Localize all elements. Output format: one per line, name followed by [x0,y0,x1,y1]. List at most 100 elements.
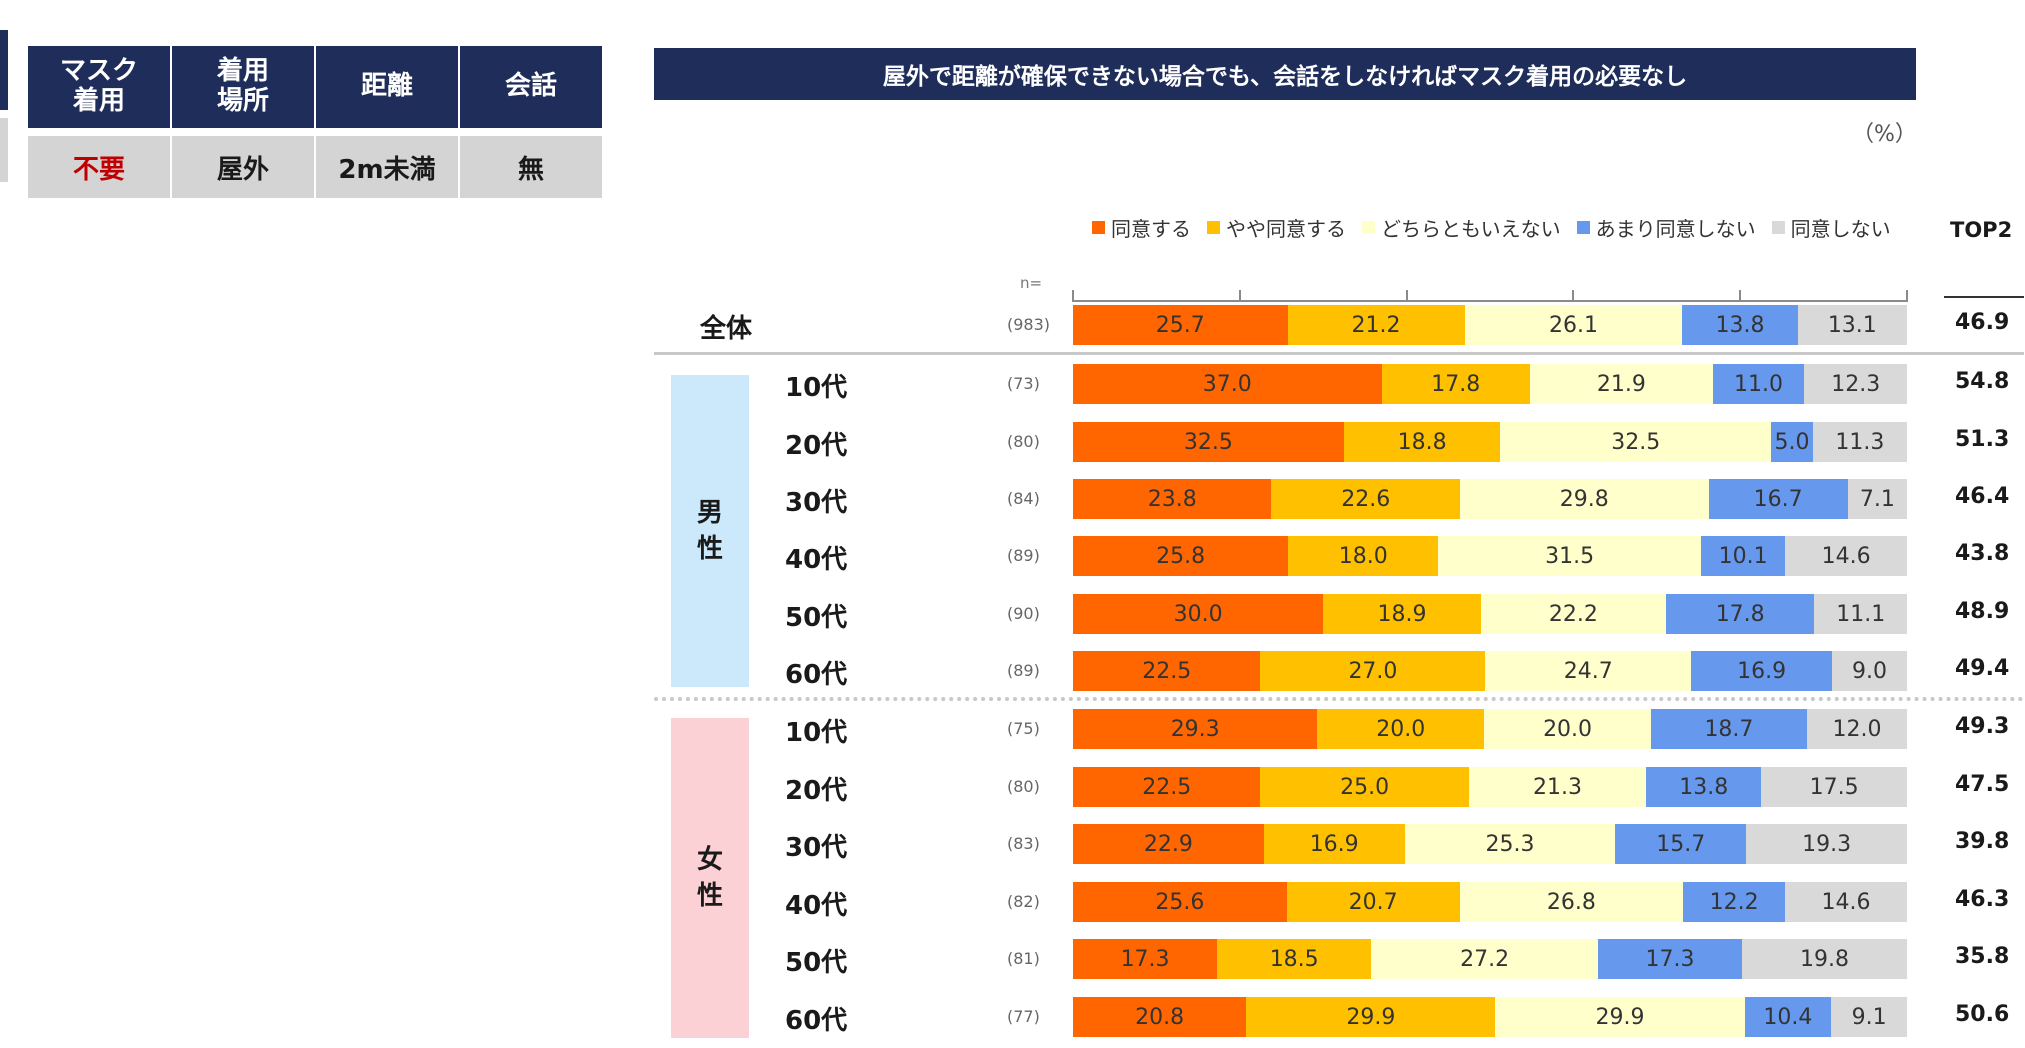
row-n-10: (82) [1007,892,1040,911]
row-top2-11: 35.8 [1955,944,2010,969]
legend-item-4: 同意しない [1771,213,1891,242]
row-label-1: 10代 [785,373,848,403]
bar-segment-6-4: 9.0 [1832,651,1907,691]
bar-segment-2-1: 18.8 [1343,422,1501,462]
bar-segment-4-3: 10.1 [1701,536,1786,576]
bar-segment-11-4: 19.8 [1742,939,1907,979]
bar-segment-4-0: 25.8 [1073,536,1289,576]
bar-segment-2-3: 5.0 [1771,422,1813,462]
legend-label-4: 同意しない [1790,216,1891,241]
row-label-0: 全体 [700,314,753,344]
bar-segment-1-0: 37.0 [1073,364,1382,404]
bar-segment-2-4: 11.3 [1812,422,1907,462]
row-label-11: 50代 [785,948,848,978]
row-n-6: (89) [1007,661,1040,680]
row-n-8: (80) [1007,777,1040,796]
row-top2-6: 49.4 [1955,656,2010,681]
x-axis-line [1073,300,1907,302]
x-tick-3 [1572,290,1575,302]
row-top2-4: 43.8 [1955,541,2010,566]
group-band-female: 女 性 [671,718,749,1038]
x-tick-5 [1906,290,1908,302]
bar-segment-5-2: 22.2 [1480,594,1666,634]
bar-segment-6-3: 16.9 [1691,651,1832,691]
row-n-12: (77) [1007,1007,1040,1026]
cond-value-talk: 無 [460,136,602,198]
bar-segment-12-1: 29.9 [1246,997,1496,1037]
legend-swatch-1 [1207,220,1220,234]
top2-underline [1944,296,2024,298]
bar-segment-8-3: 13.8 [1646,767,1762,807]
legend-item-0: 同意する [1092,213,1191,242]
bar-segment-7-3: 18.7 [1650,709,1807,749]
legend-label-0: 同意する [1111,216,1191,241]
bar-segment-12-2: 29.9 [1495,997,1745,1037]
row-n-1: (73) [1007,374,1040,393]
legend-swatch-3 [1576,220,1590,234]
bar-segment-3-3: 16.7 [1708,479,1848,519]
bar-segment-12-0: 20.8 [1073,997,1247,1037]
unit-label: （%） [1852,122,1917,147]
x-tick-0 [1072,290,1074,302]
row-label-8: 20代 [785,776,848,806]
row-top2-0: 46.9 [1955,310,2010,335]
bar-segment-4-4: 14.6 [1785,536,1907,576]
bar-segment-8-1: 25.0 [1260,767,1469,807]
row-n-2: (80) [1007,432,1040,451]
bar-segment-7-0: 29.3 [1073,709,1318,749]
row-n-5: (90) [1007,604,1040,623]
bar-segment-0-1: 21.2 [1287,305,1465,345]
bar-segment-7-4: 12.0 [1806,709,1907,749]
row-n-7: (75) [1007,719,1040,738]
total-separator [654,352,2024,355]
bar-segment-3-4: 7.1 [1847,479,1907,519]
group-band-male: 男 性 [671,375,749,687]
bar-segment-8-0: 22.5 [1073,767,1261,807]
legend-item-2: どちらともいえない [1362,213,1561,242]
row-top2-2: 51.3 [1955,427,2010,452]
bar-segment-2-0: 32.5 [1073,422,1344,462]
bar-segment-6-2: 24.7 [1485,651,1692,691]
bar-segment-11-0: 17.3 [1073,939,1218,979]
row-label-6: 60代 [785,660,848,690]
bar-segment-6-0: 22.5 [1073,651,1261,691]
legend-label-1: やや同意する [1226,216,1346,241]
bar-segment-11-3: 17.3 [1597,939,1743,979]
bar-segment-4-2: 31.5 [1438,536,1701,576]
row-top2-3: 46.4 [1955,484,2010,509]
bar-segment-10-0: 25.6 [1073,882,1287,922]
cond-header-place: 着用 場所 [172,46,314,128]
row-label-3: 30代 [785,488,848,518]
bar-segment-8-4: 17.5 [1761,767,1907,807]
bar-segment-0-3: 13.8 [1682,305,1798,345]
x-tick-2 [1405,290,1408,302]
bar-segment-5-3: 17.8 [1665,594,1815,634]
bar-segment-3-1: 22.6 [1271,479,1460,519]
bar-segment-4-1: 18.0 [1288,536,1439,576]
row-label-5: 50代 [785,603,848,633]
legend-item-3: あまり同意しない [1576,213,1756,242]
row-label-9: 30代 [785,833,848,863]
row-top2-12: 50.6 [1955,1002,2010,1027]
bar-segment-9-0: 22.9 [1073,824,1264,864]
bar-segment-6-1: 27.0 [1260,651,1486,691]
n-label: n= [1020,274,1043,292]
row-n-9: (83) [1007,834,1040,853]
bar-segment-5-0: 30.0 [1073,594,1324,634]
bar-segment-8-2: 21.3 [1468,767,1647,807]
bar-segment-0-2: 26.1 [1464,305,1683,345]
gender-separator [654,697,2024,701]
x-tick-1 [1238,290,1241,302]
top2-header: TOP2 [1950,218,2013,242]
left-accent-bar [0,30,8,110]
cond-value-place: 屋外 [172,136,314,198]
row-label-10: 40代 [785,891,848,921]
bar-segment-11-2: 27.2 [1371,939,1598,979]
group-label-male: 男 性 [696,497,723,564]
bar-segment-10-1: 20.7 [1286,882,1460,922]
legend-label-2: どちらともいえない [1381,216,1561,241]
bar-segment-7-1: 20.0 [1317,709,1485,749]
bar-segment-9-3: 15.7 [1615,824,1747,864]
row-top2-9: 39.8 [1955,829,2010,854]
legend-swatch-0 [1092,220,1105,234]
